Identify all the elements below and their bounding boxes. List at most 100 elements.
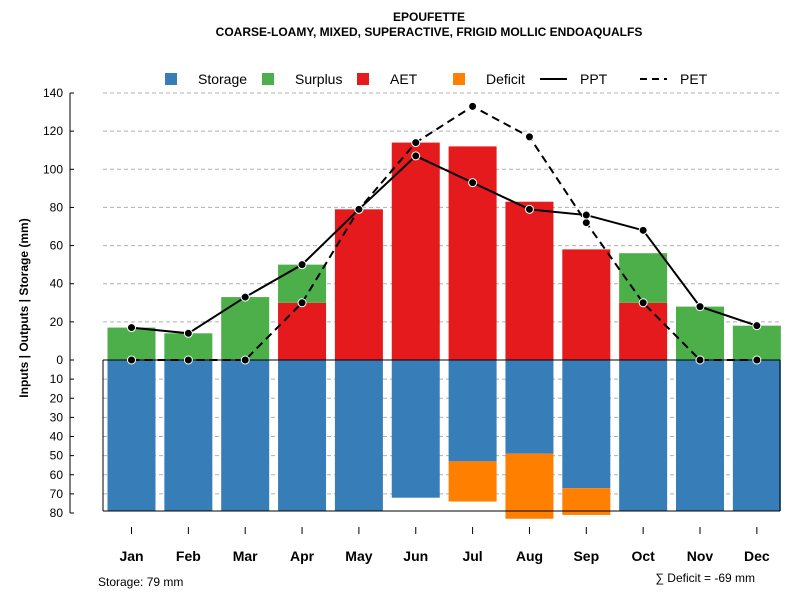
storage-bar-sep — [562, 360, 611, 489]
deficit-bar-jul — [448, 461, 497, 502]
y-tick-label-60: 60 — [50, 239, 64, 253]
bars — [107, 142, 781, 519]
legend-label-storage: Storage — [198, 71, 247, 87]
x-tick-label-oct: Oct — [631, 548, 655, 564]
x-tick-label-aug: Aug — [516, 548, 543, 564]
chart-subtitle: COARSE-LOAMY, MIXED, SUPERACTIVE, FRIGID… — [216, 25, 643, 39]
pet-point-jan — [127, 355, 136, 365]
y-tick-label-lower-40: 40 — [50, 430, 64, 444]
pet-point-dec — [752, 355, 762, 365]
ppt-point-jun — [411, 151, 421, 161]
deficit-bar-aug — [505, 453, 554, 519]
y-tick-label-lower-20: 20 — [50, 391, 64, 405]
y-axis-label: Inputs | Outputs | Storage (mm) — [17, 218, 31, 397]
aet-bar-sep — [562, 249, 611, 360]
pet-point-apr — [297, 298, 307, 308]
ppt-point-apr — [297, 260, 307, 270]
y-tick-label-lower-50: 50 — [50, 449, 64, 463]
storage-bar-feb — [164, 360, 213, 512]
aet-bar-may — [334, 209, 383, 360]
gridlines — [103, 92, 780, 495]
legend-swatch-aet — [357, 73, 369, 85]
storage-bar-aug — [505, 360, 554, 454]
x-tick-labels: Jan Feb Mar Apr May Jun Jul Aug Sep Oct Nov Dec — [119, 527, 770, 564]
aet-bar-apr — [278, 302, 327, 360]
pet-point-jul — [468, 101, 478, 111]
deficit-bar-sep — [562, 488, 611, 515]
aet-bar-jun — [391, 142, 440, 360]
ppt-point-nov — [695, 302, 705, 312]
legend: Storage Surplus AET Deficit PPT PET — [165, 71, 708, 87]
x-tick-label-nov: Nov — [687, 548, 714, 564]
surplus-bar-oct — [619, 253, 668, 303]
y-tick-labels: 0 20 40 60 80 100 120 140 10 20 30 40 50 60 70 80 — [43, 86, 74, 520]
y-tick-label-20: 20 — [50, 315, 64, 329]
storage-bar-mar — [221, 360, 270, 512]
y-tick-label-lower-80: 80 — [50, 506, 64, 520]
pet-point-oct — [638, 298, 648, 308]
ppt-point-mar — [240, 292, 250, 302]
chart-title: EPOUFETTE — [393, 10, 465, 24]
aet-bar-oct — [619, 302, 668, 360]
storage-bar-jul — [448, 360, 497, 462]
pet-point-feb — [183, 355, 193, 365]
pet-point-sep — [581, 218, 591, 228]
storage-bar-may — [334, 360, 383, 512]
y-tick-label-lower-70: 70 — [50, 487, 64, 501]
ppt-point-aug — [524, 204, 534, 214]
y-tick-label-100: 100 — [43, 162, 63, 176]
legend-swatch-storage — [165, 73, 177, 85]
surplus-bar-apr — [278, 264, 327, 303]
surplus-bar-dec — [732, 325, 781, 360]
storage-bar-jun — [391, 360, 440, 498]
storage-bar-nov — [676, 360, 724, 512]
ppt-point-jan — [127, 323, 136, 333]
x-tick-label-apr: Apr — [290, 548, 315, 564]
y-tick-label-lower-60: 60 — [50, 468, 64, 482]
ppt-point-oct — [638, 225, 648, 235]
ppt-point-jul — [468, 178, 478, 188]
pet-point-mar — [240, 355, 250, 365]
y-tick-label-80: 80 — [50, 200, 64, 214]
surplus-bar-jan — [107, 327, 156, 360]
ppt-point-may — [354, 204, 364, 214]
x-tick-label-dec: Dec — [744, 548, 770, 564]
storage-bar-apr — [278, 360, 327, 512]
x-tick-label-sep: Sep — [573, 548, 599, 564]
legend-label-surplus: Surplus — [295, 71, 342, 87]
legend-label-deficit: Deficit — [486, 71, 525, 87]
x-tick-label-mar: Mar — [233, 548, 258, 564]
x-tick-label-jul: Jul — [462, 548, 482, 564]
storage-bar-oct — [619, 360, 668, 512]
legend-swatch-deficit — [453, 73, 465, 85]
pet-point-aug — [524, 132, 534, 142]
y-tick-label-lower-30: 30 — [50, 410, 64, 424]
legend-label-ppt: PPT — [580, 71, 608, 87]
deficit-footer: ∑ Deficit = -69 mm — [655, 571, 755, 585]
y-tick-label-120: 120 — [43, 124, 63, 138]
ppt-point-dec — [752, 321, 762, 331]
surplus-bar-nov — [676, 306, 724, 360]
ppt-point-sep — [581, 210, 591, 220]
ppt-point-feb — [183, 328, 193, 338]
x-tick-label-jun: Jun — [403, 548, 428, 564]
y-tick-label-140: 140 — [43, 86, 63, 100]
pet-point-jun — [411, 138, 421, 148]
y-tick-label-40: 40 — [50, 277, 64, 291]
legend-label-aet: AET — [390, 71, 418, 87]
legend-swatch-surplus — [262, 73, 274, 85]
storage-footer: Storage: 79 mm — [98, 575, 183, 589]
x-tick-label-may: May — [345, 548, 372, 564]
surplus-bar-mar — [221, 297, 270, 360]
aet-bar-aug — [505, 201, 554, 360]
ppt-line — [131, 154, 758, 335]
storage-bar-dec — [732, 360, 781, 512]
storage-bar-jan — [107, 360, 156, 512]
x-tick-label-feb: Feb — [176, 548, 201, 564]
series-lines — [127, 101, 762, 365]
legend-label-pet: PET — [680, 71, 708, 87]
y-tick-label-0: 0 — [56, 353, 63, 367]
pet-point-nov — [695, 355, 705, 365]
y-tick-label-lower-10: 10 — [50, 372, 64, 386]
